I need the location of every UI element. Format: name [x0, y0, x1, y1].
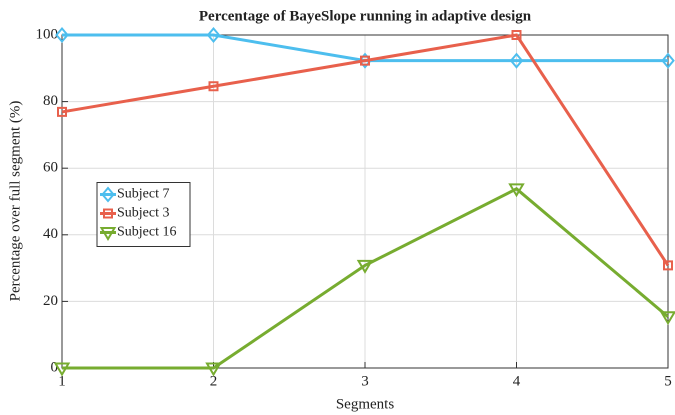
marker [55, 26, 69, 44]
y-tick-label: 60 [43, 160, 58, 176]
y-tick-label: 0 [51, 359, 59, 375]
marker [663, 260, 673, 271]
x-tick-label: 1 [58, 373, 66, 389]
x-tick-label: 3 [361, 373, 369, 389]
marker [205, 362, 222, 377]
legend-label: Subject 16 [117, 225, 177, 240]
marker [509, 52, 524, 69]
plot-frame [61, 34, 669, 369]
marker [356, 259, 374, 274]
marker [206, 26, 221, 44]
marker [661, 52, 675, 69]
y-tick-label: 40 [43, 226, 58, 242]
marker [53, 362, 71, 377]
x-tick-label: 2 [210, 373, 218, 389]
y-tick-label: 80 [43, 93, 58, 109]
y-tick-label: 20 [43, 293, 58, 309]
marker [508, 183, 525, 198]
y-axis-label: Percentage over full segment (%) [7, 101, 23, 302]
x-tick-label: 4 [513, 373, 521, 389]
x-tick-label: 5 [664, 373, 672, 389]
marker [57, 106, 67, 117]
chart-title: Percentage of BayeSlope running in adapt… [199, 8, 532, 24]
legend-label: Subject 7 [117, 187, 170, 202]
marker [101, 186, 115, 203]
marker [208, 81, 219, 92]
y-tick-label: 100 [36, 26, 59, 42]
legend-label: Subject 3 [117, 206, 170, 221]
legend: Subject 7 Subject 3 Subject 16 [96, 182, 191, 247]
series-line [62, 187, 669, 370]
marker [659, 311, 675, 326]
marker [360, 55, 370, 66]
marker [103, 208, 113, 219]
x-axis-label: Segments [336, 396, 394, 412]
marker [99, 227, 117, 241]
marker [511, 30, 522, 40]
series-line [61, 33, 670, 267]
